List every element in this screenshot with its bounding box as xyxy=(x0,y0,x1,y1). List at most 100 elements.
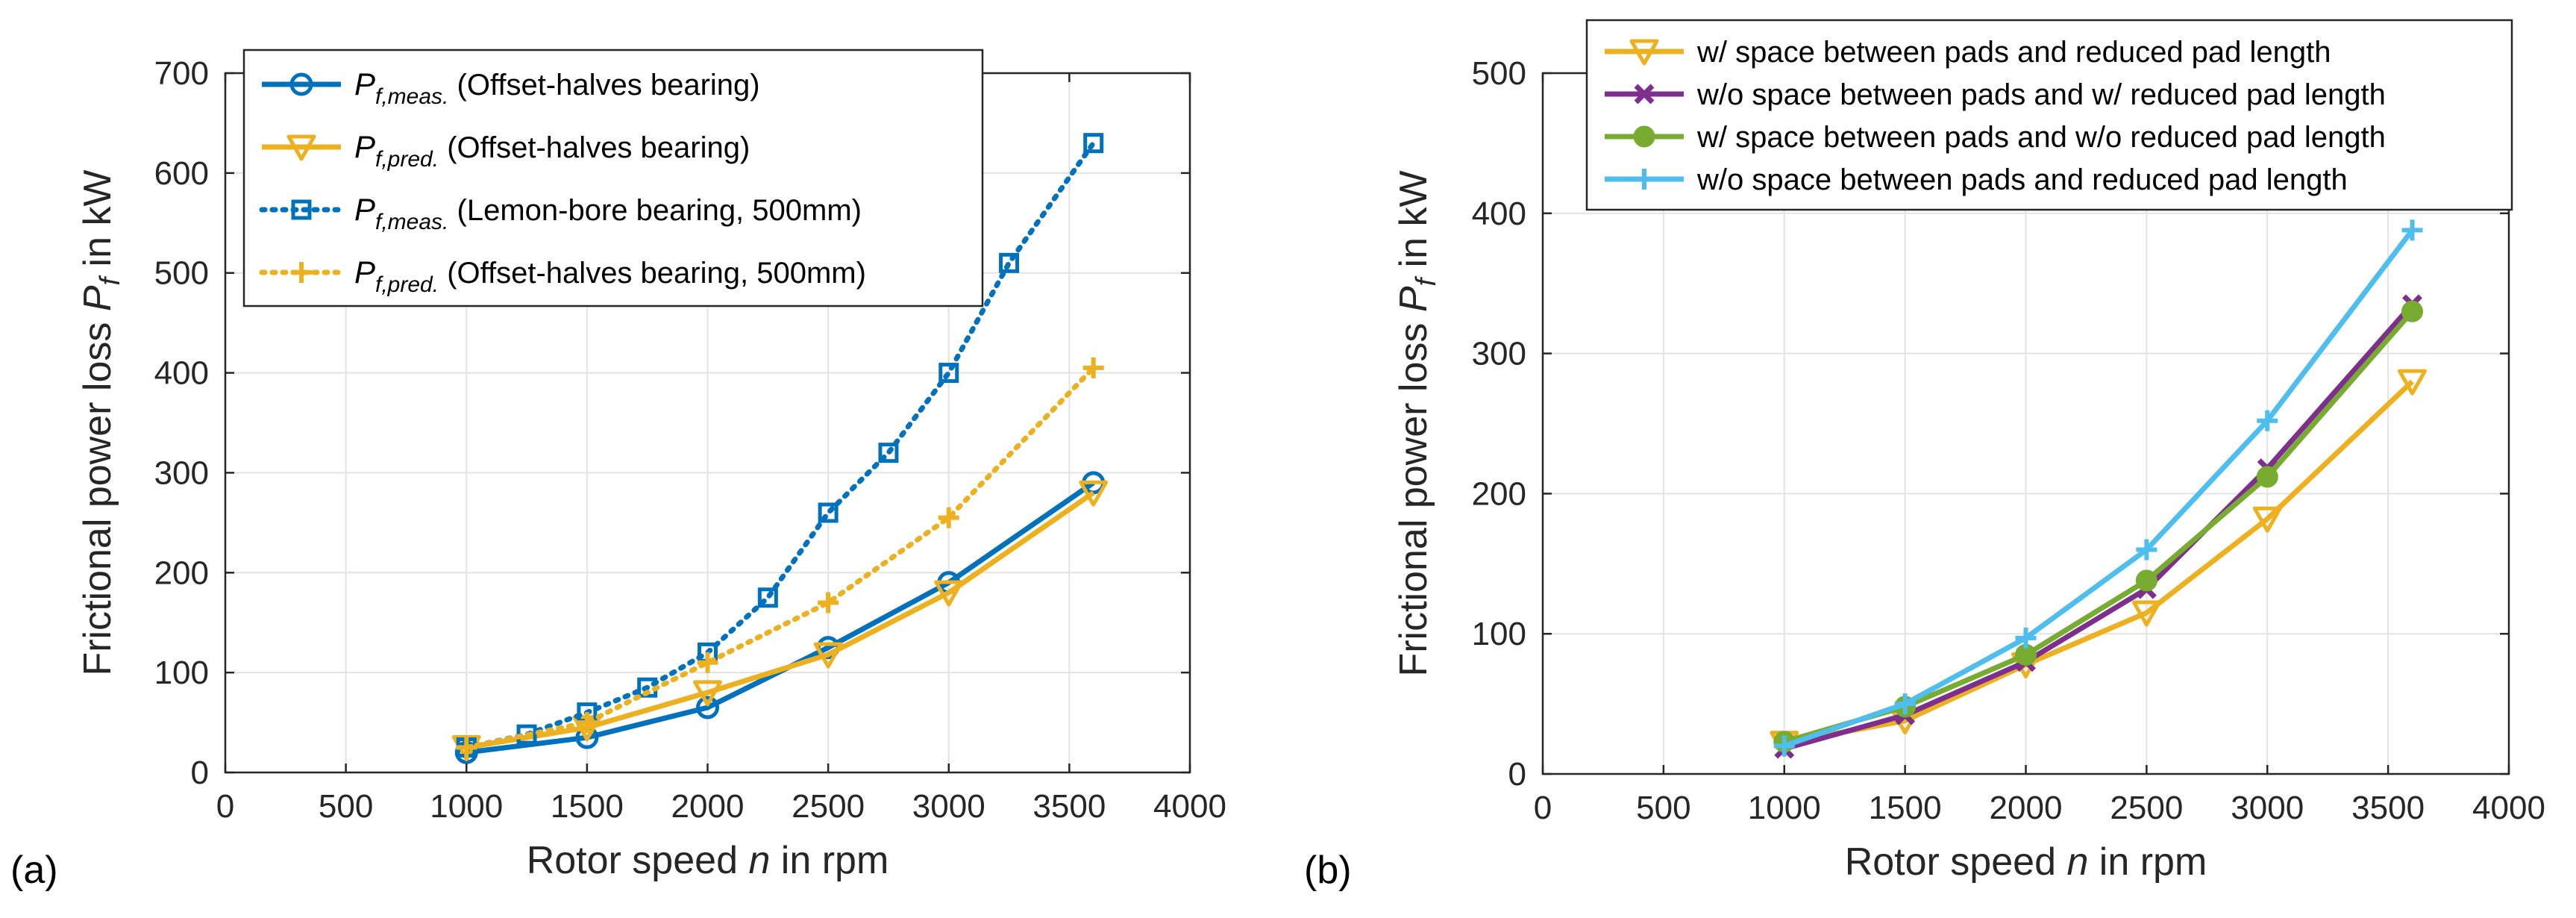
x-tick-label: 0 xyxy=(1534,790,1552,826)
data-point xyxy=(2131,600,2161,627)
y-tick-label: 0 xyxy=(1508,756,1526,793)
x-tick-label: 500 xyxy=(1636,790,1690,826)
chart-a: 0 500 1000 1500 2000 2500 3000 3500 4000 0 100 200 3… xyxy=(76,49,1226,882)
y-tick-label: 300 xyxy=(1472,336,1526,372)
chart-b: 0 500 1000 1500 2000 2500 3000 3500 4000 0 100 200 3… xyxy=(1392,19,2545,884)
y-tick-label: 400 xyxy=(1472,196,1526,232)
data-point xyxy=(999,252,1020,273)
y-tick-label: 700 xyxy=(154,55,209,92)
legend-item-4: w/o space between pads and reduced pad l… xyxy=(1605,163,2348,196)
x-axis-title: Rotor speed n in rpm xyxy=(527,839,889,882)
legend-item-3: w/ space between pads and w/o reduced pa… xyxy=(1605,121,2386,154)
legend-item-4: Pf,pred. (Offset-halves bearing, 500mm) xyxy=(259,255,866,297)
legend-item-2: w/o space between pads and w/ reduced pa… xyxy=(1605,78,2386,111)
data-point xyxy=(2136,539,2157,561)
x-tick-label: 3000 xyxy=(912,788,985,825)
series-line-1 xyxy=(466,480,1095,755)
data-point xyxy=(1083,133,1104,154)
series-line-4 xyxy=(1783,228,2415,749)
x-tick-label: 500 xyxy=(319,788,373,825)
data-point xyxy=(456,737,477,758)
data-point xyxy=(2398,369,2427,396)
x-tick-label: 3000 xyxy=(2231,790,2304,826)
data-point xyxy=(2135,569,2157,592)
series-line-4 xyxy=(463,365,1097,751)
x-tick-label: 1500 xyxy=(551,788,624,825)
legend-marker xyxy=(291,199,312,220)
data-point xyxy=(1894,693,1916,715)
data-point xyxy=(2256,466,2278,488)
data-point xyxy=(693,680,722,707)
data-point xyxy=(1082,357,1104,378)
legend-box xyxy=(242,49,984,307)
x-tick-label: 2000 xyxy=(1990,790,2063,826)
series-line-2 xyxy=(1783,302,2415,752)
data-point xyxy=(938,507,959,528)
x-tick-label: 1000 xyxy=(430,788,503,825)
legend-item-1: Pf,meas. (Offset-halves bearing) xyxy=(262,66,760,109)
legend-marker xyxy=(1634,169,1655,190)
y-axis-title: Frictional power loss Pf in kW xyxy=(76,169,126,675)
data-point xyxy=(576,712,598,734)
legend-marker xyxy=(1633,125,1655,148)
legend: Pf,meas. (Offset-halves bearing) Pf,pred.… xyxy=(242,49,984,307)
data-point xyxy=(934,580,964,607)
legend-label: Pf,pred. (Offset-halves bearing, 500mm) xyxy=(354,255,866,297)
y-tick-label: 0 xyxy=(191,755,209,791)
data-point xyxy=(2252,506,2282,533)
x-tick-label: 4000 xyxy=(2472,790,2545,826)
panel-label-b: (b) xyxy=(1304,849,1352,892)
legend-item-3: Pf,meas. (Lemon-bore bearing, 500mm) xyxy=(259,192,862,234)
x-tick-label: 2500 xyxy=(2110,790,2183,826)
legend-label: w/o space between pads and w/ reduced pa… xyxy=(1696,78,2386,111)
legend-label: Pf,meas. (Offset-halves bearing) xyxy=(354,66,760,109)
x-tick-label: 2500 xyxy=(792,788,865,825)
y-tick-label: 200 xyxy=(154,555,209,591)
data-point xyxy=(2401,300,2423,322)
data-point xyxy=(2257,410,2278,431)
legend: w/ space between pads and reduced pad le… xyxy=(1585,19,2513,211)
data-point xyxy=(696,696,719,719)
series-4 xyxy=(1773,219,2423,757)
x-tick-label: 4000 xyxy=(1153,788,1226,825)
legend-box xyxy=(1585,19,2513,211)
data-point xyxy=(813,642,843,669)
series-line-1 xyxy=(1784,379,2414,746)
series-line-3 xyxy=(463,140,1097,751)
legend-marker xyxy=(1634,84,1655,104)
y-tick-label: 100 xyxy=(154,655,209,691)
y-tick-label: 300 xyxy=(154,455,209,491)
data-point xyxy=(2401,219,2423,241)
legend-marker xyxy=(1629,39,1659,66)
data-point xyxy=(818,592,839,613)
legend-item-2: Pf,pred. (Offset-halves bearing) xyxy=(262,129,750,172)
legend-label: Pf,meas. (Lemon-bore bearing, 500mm) xyxy=(354,192,862,234)
data-point xyxy=(757,587,778,608)
y-tick-label: 100 xyxy=(1472,616,1526,652)
x-axis-title: Rotor speed n in rpm xyxy=(1845,840,2207,884)
series-4 xyxy=(456,357,1104,758)
data-point xyxy=(1773,735,1795,757)
data-point xyxy=(2015,627,2037,649)
data-point xyxy=(938,363,959,384)
y-axis-title: Frictional power loss Pf in kW xyxy=(1392,170,1442,676)
legend-label: Pf,pred. (Offset-halves bearing) xyxy=(354,129,750,172)
x-tick-label: 0 xyxy=(216,788,234,825)
y-tick-label: 500 xyxy=(154,255,209,292)
y-tick-label: 400 xyxy=(154,355,209,392)
legend-label: w/ space between pads and w/o reduced pa… xyxy=(1696,121,2386,154)
data-point xyxy=(878,443,899,463)
data-point xyxy=(697,652,718,673)
data-point xyxy=(818,502,839,523)
legend-label: w/ space between pads and reduced pad le… xyxy=(1696,36,2331,69)
x-tick-label: 1500 xyxy=(1869,790,1942,826)
legend-marker xyxy=(289,72,313,96)
legend-label: w/o space between pads and reduced pad l… xyxy=(1696,163,2348,196)
x-tick-label: 2000 xyxy=(671,788,745,825)
x-tick-label: 3500 xyxy=(1032,788,1106,825)
panel-label-a: (a) xyxy=(10,849,58,892)
legend-marker xyxy=(286,134,316,161)
y-tick-label: 500 xyxy=(1472,55,1526,92)
series-line-2 xyxy=(466,490,1095,750)
